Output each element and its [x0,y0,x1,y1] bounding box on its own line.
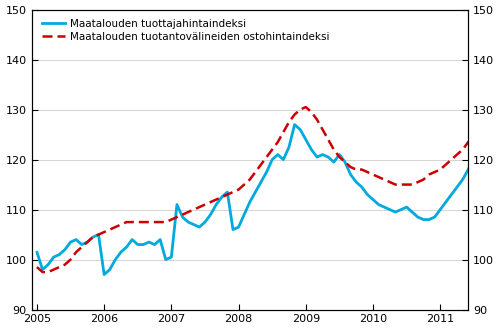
Legend: Maatalouden tuottajahintaindeksi, Maatalouden tuotantovälineiden ostohintaindeks: Maatalouden tuottajahintaindeksi, Maatal… [41,18,331,43]
